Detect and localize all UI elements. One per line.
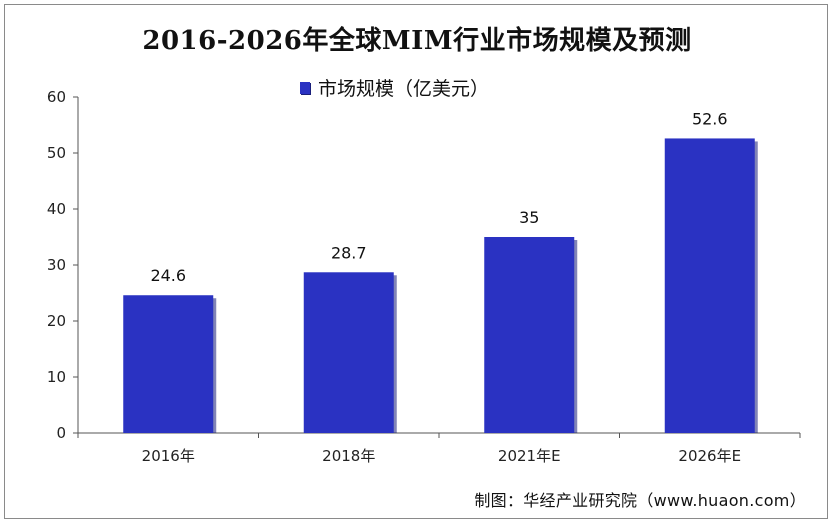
bar — [303, 272, 394, 433]
data-label: 52.6 — [692, 109, 728, 128]
data-label: 24.6 — [150, 266, 186, 285]
legend-label: 市场规模（亿美元） — [318, 78, 490, 100]
x-tick-label: 2016年 — [142, 447, 195, 465]
bar — [123, 295, 214, 433]
y-tick-label: 60 — [47, 88, 66, 106]
x-tick-label: 2026年E — [678, 447, 741, 465]
y-tick-label: 50 — [47, 144, 66, 162]
y-tick-label: 10 — [47, 368, 66, 386]
data-label: 28.7 — [331, 243, 367, 262]
chart-legend: 市场规模（亿美元） — [300, 74, 489, 101]
bar — [484, 237, 575, 433]
x-tick-label: 2018年 — [322, 447, 375, 465]
y-tick-label: 30 — [47, 256, 66, 274]
x-tick-label: 2021年E — [498, 447, 561, 465]
bar — [664, 138, 755, 433]
y-tick-label: 0 — [56, 424, 66, 442]
chart-title: 2016-2026年全球MIM行业市场规模及预测 — [142, 26, 692, 56]
data-label: 35 — [519, 208, 539, 227]
legend-swatch — [300, 81, 310, 94]
y-tick-label: 40 — [47, 200, 66, 218]
source-note: 制图：华经产业研究院（www.huaon.com） — [474, 491, 806, 510]
y-tick-label: 20 — [47, 312, 66, 330]
